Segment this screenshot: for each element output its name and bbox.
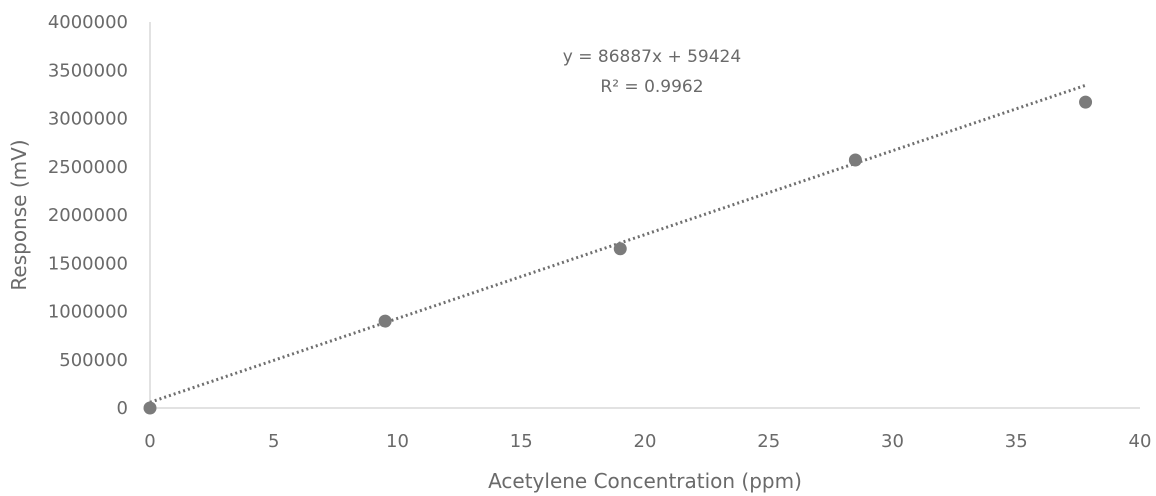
data-point	[378, 314, 392, 328]
x-tick-label: 0	[144, 431, 155, 452]
x-tick-labels: 0 5 10 15 20 25 30 35 40	[144, 431, 1151, 452]
x-tick-label: 5	[268, 431, 279, 452]
y-tick-label: 2000000	[48, 205, 128, 226]
y-tick-label: 3500000	[48, 60, 128, 81]
x-tick-label: 25	[757, 431, 780, 452]
x-tick-label: 15	[510, 431, 533, 452]
x-axis-title: Acetylene Concentration (ppm)	[488, 469, 802, 493]
y-tick-label: 500000	[59, 350, 128, 371]
y-tick-label: 2500000	[48, 157, 128, 178]
data-point	[1079, 95, 1093, 109]
data-point	[848, 153, 862, 167]
data-point	[613, 242, 627, 256]
trendline-equation: y = 86887x + 59424	[563, 47, 741, 67]
data-points	[143, 95, 1093, 415]
x-tick-label: 40	[1129, 431, 1152, 452]
y-tick-label: 0	[117, 398, 128, 419]
x-tick-label: 35	[1005, 431, 1028, 452]
y-tick-labels: 0 500000 1000000 1500000 2000000 2500000 30000…	[48, 12, 128, 419]
y-tick-label: 1000000	[48, 302, 128, 323]
x-tick-label: 10	[386, 431, 409, 452]
y-axis-title: Response (mV)	[7, 139, 31, 290]
y-tick-label: 4000000	[48, 12, 128, 33]
trendline-r-squared: R² = 0.9962	[600, 77, 703, 97]
y-tick-label: 3000000	[48, 109, 128, 130]
y-tick-label: 1500000	[48, 253, 128, 274]
x-tick-label: 30	[881, 431, 904, 452]
x-tick-label: 20	[634, 431, 657, 452]
data-point	[143, 401, 157, 415]
